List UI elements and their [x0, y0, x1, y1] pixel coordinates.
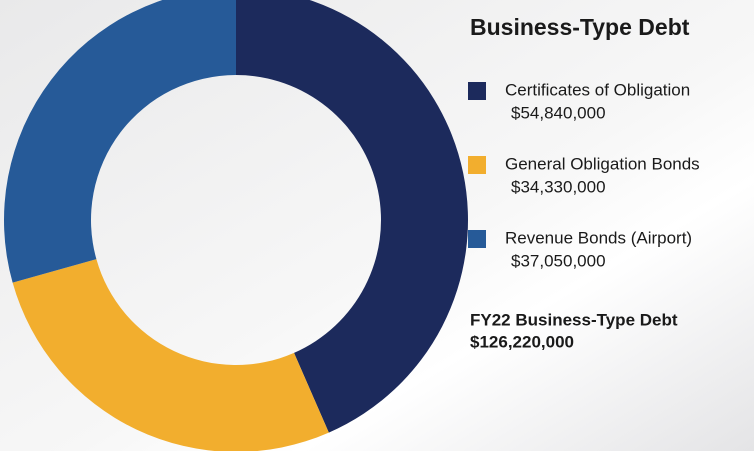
- legend-value: $37,050,000: [511, 251, 606, 270]
- legend-label: Certificates of Obligation: [505, 80, 690, 99]
- legend-label: General Obligation Bonds: [505, 154, 700, 173]
- total-value: $126,220,000: [470, 332, 574, 351]
- legend-swatch: [468, 230, 486, 248]
- legend-swatch: [468, 156, 486, 174]
- donut-segment: [4, 0, 236, 283]
- legend-value: $34,330,000: [511, 177, 606, 196]
- legend-swatch: [468, 82, 486, 100]
- legend-value: $54,840,000: [511, 103, 606, 122]
- total-label: FY22 Business-Type Debt: [470, 310, 678, 329]
- donut-segment: [236, 0, 468, 433]
- chart-title: Business-Type Debt: [470, 14, 690, 40]
- donut-segment: [12, 259, 329, 451]
- legend-label: Revenue Bonds (Airport): [505, 228, 692, 247]
